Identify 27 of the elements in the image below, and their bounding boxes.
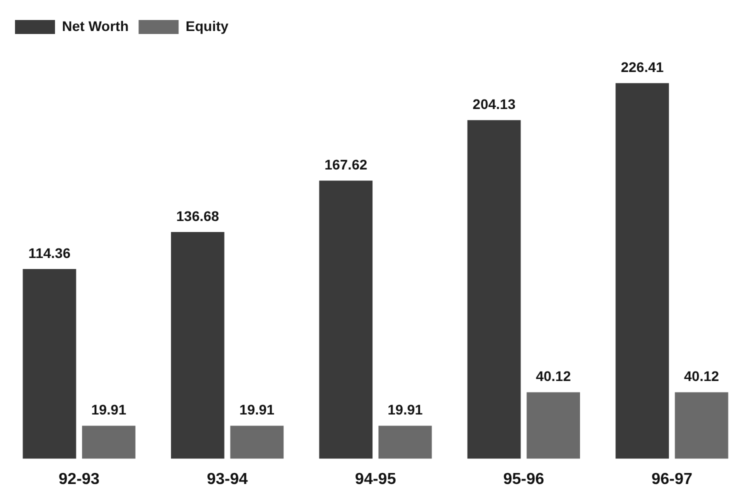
bar [616, 83, 669, 459]
data-label: 40.12 [536, 368, 572, 384]
x-tick-label: 94-95 [355, 470, 396, 488]
data-label: 226.41 [620, 59, 664, 75]
bar [526, 392, 580, 459]
bar [82, 426, 136, 459]
bar [378, 426, 432, 459]
bar [22, 269, 76, 459]
data-label: 114.36 [28, 244, 71, 261]
bar [674, 392, 728, 459]
legend-label: Net Worth [62, 18, 129, 34]
data-label: 204.13 [472, 96, 516, 112]
data-label: 19.91 [239, 402, 275, 418]
x-tick-label: 95-96 [503, 470, 544, 488]
legend-label: Equity [186, 18, 229, 34]
bar [170, 232, 224, 459]
data-label: 40.12 [684, 368, 720, 384]
data-label: 19.91 [91, 402, 126, 418]
data-label: 136.68 [176, 208, 220, 224]
data-label: 167.62 [324, 156, 368, 173]
bar [467, 120, 521, 459]
bar [230, 426, 284, 459]
x-tick-label: 92-93 [58, 470, 100, 488]
bar [319, 180, 373, 459]
data-label: 19.91 [388, 402, 423, 418]
x-tick-label: 96-97 [651, 470, 692, 488]
x-tick-label: 93-94 [206, 470, 248, 488]
